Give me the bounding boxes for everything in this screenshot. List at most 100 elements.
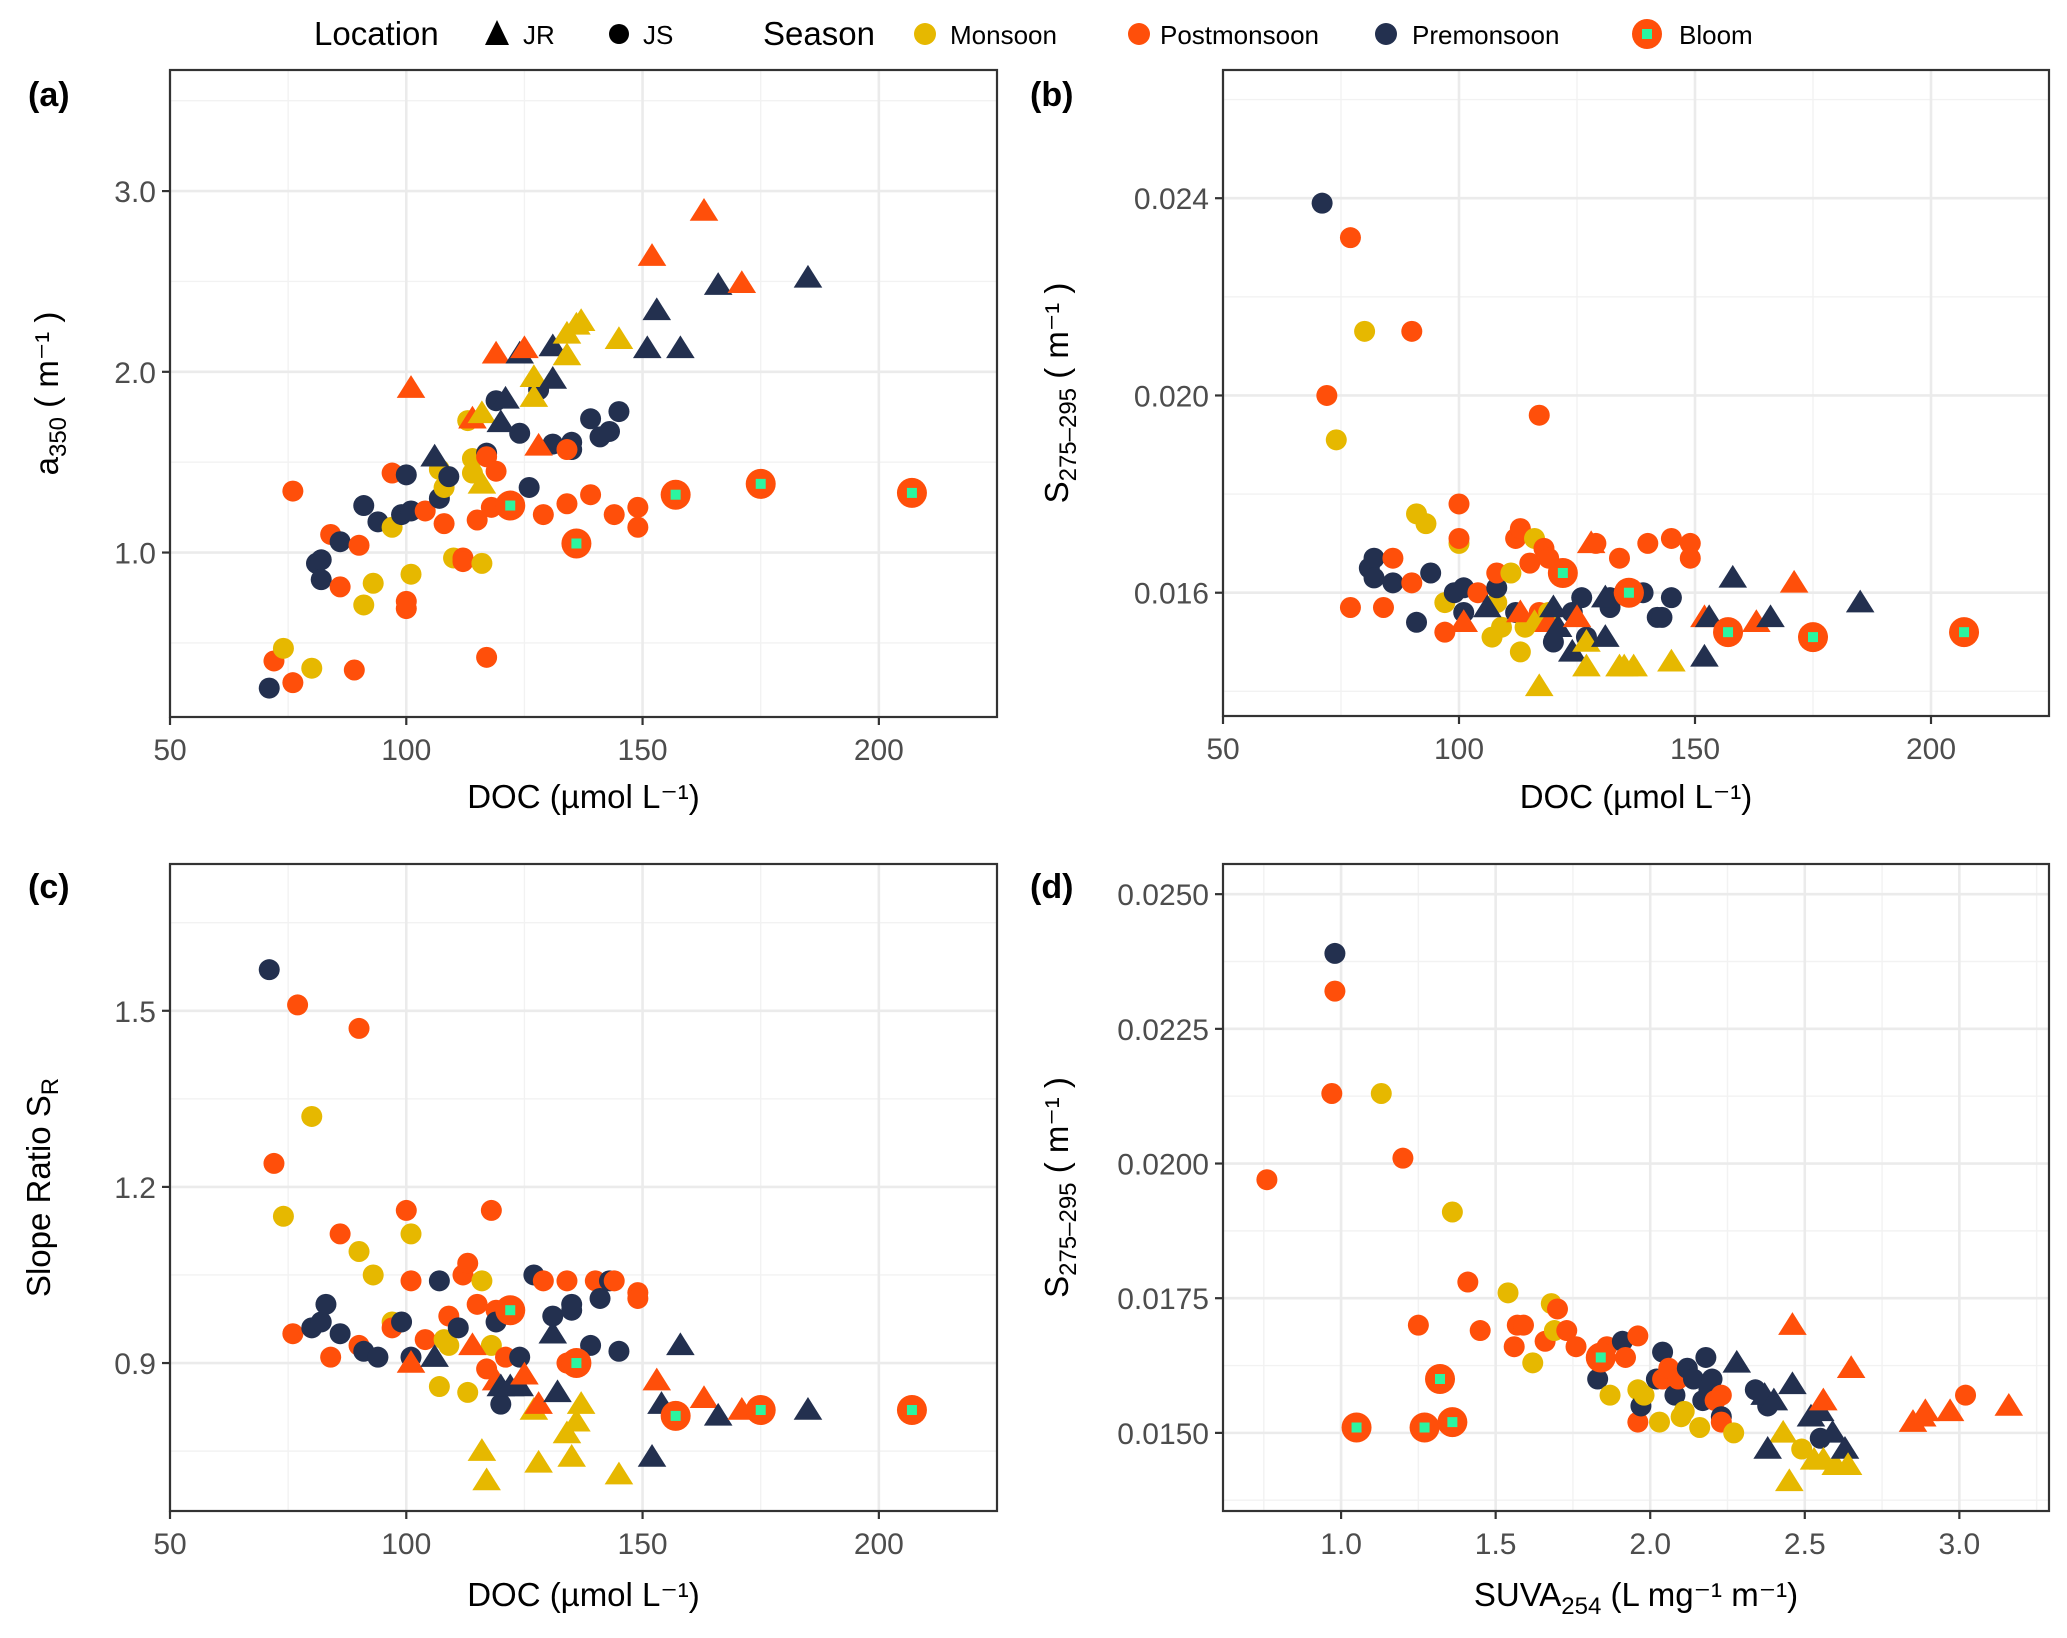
data-point-js-m	[457, 1381, 479, 1403]
legend-item-js: JS	[643, 20, 673, 50]
data-point-js-pr	[395, 464, 417, 486]
x-tick-label: 150	[618, 734, 668, 767]
data-point-jr-m	[472, 1467, 501, 1491]
data-point-bloom-inner	[670, 1410, 681, 1421]
data-point-js-m	[428, 1376, 450, 1398]
data-point-js-po	[532, 1270, 554, 1292]
y-axis-title: S275–295 ( m⁻¹ )	[1038, 283, 1082, 504]
y-axis-title: S275–295 ( m⁻¹ )	[1038, 1077, 1082, 1298]
data-point-js-po	[1401, 572, 1423, 594]
x-tick-label: 100	[1434, 733, 1484, 766]
data-point-js-m	[272, 637, 294, 659]
data-point-js-po	[466, 1293, 488, 1315]
data-point-js-po	[1467, 582, 1489, 604]
data-point-jr-pr	[703, 272, 733, 295]
data-point-jr-po	[510, 1361, 539, 1385]
data-point-jr-pr	[1759, 1387, 1789, 1411]
data-point-js-pr	[1660, 587, 1682, 609]
data-point-js-m	[1599, 1384, 1621, 1406]
panel-tag: (a)	[28, 76, 70, 114]
data-point-js-po	[457, 1252, 479, 1274]
legend-triangle-icon	[485, 20, 509, 45]
data-point-js-pr	[580, 1334, 602, 1356]
data-point-jr-m	[1619, 653, 1648, 677]
data-point-js-pr	[353, 495, 375, 517]
data-point-js-m	[1370, 1082, 1392, 1104]
panel-tag: (d)	[1030, 868, 1073, 906]
data-point-jr-po	[458, 1332, 487, 1356]
data-point-bloom-inner	[755, 1405, 766, 1416]
data-point-js-pr	[1701, 1368, 1723, 1390]
data-point-js-po	[400, 1270, 422, 1292]
data-point-bloom-inner	[1351, 1422, 1362, 1433]
data-point-js-pr	[310, 1311, 332, 1333]
data-point-js-po	[1710, 1384, 1732, 1406]
data-point-bloom-inner	[571, 538, 582, 549]
data-point-jr-po	[1935, 1398, 1965, 1422]
data-point-bloom-inner	[670, 489, 681, 500]
legend-bloom-inner-square	[1642, 29, 1652, 39]
data-point-jr-po	[637, 243, 667, 266]
data-point-jr-po	[396, 1350, 426, 1373]
y-tick-label: 0.9	[114, 1348, 156, 1381]
y-tick-label: 0.0225	[1117, 1014, 1209, 1047]
data-point-js-po	[414, 500, 436, 522]
data-point-jr-pr	[632, 335, 662, 359]
data-point-js-po	[476, 1358, 498, 1380]
data-point-js-po	[1679, 547, 1701, 569]
data-point-js-m	[1325, 429, 1347, 451]
x-tick-label: 50	[1206, 733, 1239, 766]
data-point-js-m	[1522, 1352, 1544, 1374]
data-point-js-po	[1407, 1314, 1429, 1336]
data-point-js-po	[1627, 1411, 1649, 1433]
data-point-bloom-inner	[1435, 1374, 1446, 1385]
panel-tag: (b)	[1030, 76, 1073, 114]
y-tick-label: 1.5	[114, 996, 156, 1029]
data-point-js-po	[1614, 1346, 1636, 1368]
data-point-jr-m	[1768, 1419, 1798, 1443]
data-point-js-pr	[258, 959, 280, 981]
x-axis-title: DOC (µmol L⁻¹)	[467, 1576, 700, 1613]
legend-item-postmonsoon: Postmonsoon	[1160, 20, 1319, 50]
x-tick-label: 2.0	[1629, 1528, 1671, 1561]
data-point-jr-m	[1572, 653, 1601, 677]
data-point-js-pr	[1406, 611, 1428, 633]
data-point-jr-pr	[1473, 594, 1502, 618]
data-point-js-m	[301, 657, 323, 679]
y-tick-label: 0.0150	[1117, 1418, 1209, 1451]
x-axis-title: DOC (µmol L⁻¹)	[1520, 778, 1753, 815]
data-point-bloom-inner	[1623, 587, 1634, 598]
data-point-js-po	[556, 493, 578, 515]
legend-postmonsoon-swatch	[1128, 23, 1150, 45]
data-point-js-po	[282, 1323, 304, 1345]
legend-circle-icon	[609, 24, 629, 44]
data-point-jr-pr	[538, 366, 568, 389]
data-point-js-po	[263, 1152, 285, 1174]
data-point-js-m	[1673, 1400, 1695, 1422]
data-point-js-po	[1955, 1384, 1977, 1406]
data-point-js-po	[476, 646, 498, 668]
data-point-js-po	[532, 504, 554, 526]
data-point-js-pr	[438, 466, 460, 488]
x-tick-label: 200	[854, 734, 904, 767]
data-point-js-pr	[1682, 1368, 1704, 1390]
data-point-js-po	[1546, 1298, 1568, 1320]
x-tick-label: 3.0	[1938, 1528, 1980, 1561]
data-point-bloom-inner	[1808, 632, 1818, 643]
legend-monsoon-swatch	[914, 23, 936, 45]
data-point-bloom-inner	[906, 1405, 917, 1416]
data-point-jr-pr	[637, 1443, 667, 1467]
data-point-js-m	[471, 552, 493, 574]
data-point-js-pr	[580, 408, 602, 430]
data-point-jr-pr	[1718, 564, 1748, 588]
data-point-js-m	[471, 1270, 493, 1292]
x-tick-label: 150	[1670, 733, 1720, 766]
data-point-js-m	[301, 1105, 323, 1127]
data-point-jr-m	[524, 1449, 553, 1473]
data-point-jr-pr	[666, 1332, 695, 1356]
data-point-jr-m	[467, 400, 497, 424]
data-point-jr-m	[562, 1408, 591, 1432]
data-point-jr-m	[604, 326, 634, 350]
data-point-js-po	[1679, 532, 1701, 554]
